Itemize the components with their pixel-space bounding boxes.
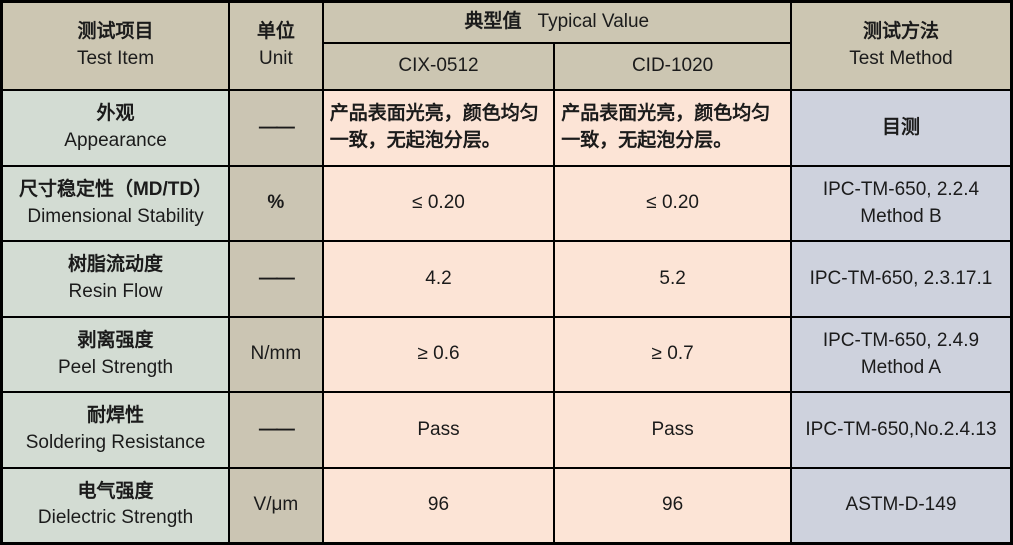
item-name-cn: 剥离强度	[77, 329, 154, 351]
value-cell-cid: 96	[553, 466, 792, 545]
col-header-typical-value: 典型值 Typical Value	[321, 0, 792, 45]
col-header-test-item-en: Test Item	[76, 48, 155, 70]
value-cell-cix: 产品表面光亮，颜色均匀一致，无起泡分层。	[321, 89, 556, 167]
item-name-en: Peel Strength	[57, 356, 174, 378]
test-item-cell: 剥离强度 Peel Strength	[0, 315, 231, 394]
item-name-en: Resin Flow	[68, 281, 163, 303]
test-item-cell: 外观 Appearance	[0, 89, 231, 167]
value-cell-cix: 4.2	[321, 240, 556, 318]
unit-value: ——	[258, 418, 295, 440]
unit-cell: ——	[228, 240, 324, 318]
value-cell-cid: ≥ 0.7	[553, 315, 792, 394]
unit-value: ——	[258, 116, 295, 138]
method-cell: IPC-TM-650, 2.2.4 Method B	[789, 164, 1013, 243]
col-header-model-cid: CID-1020	[553, 42, 792, 92]
item-name-en: Appearance	[64, 130, 167, 152]
value-cell-cix: 96	[321, 466, 556, 545]
unit-cell: N/mm	[228, 315, 324, 394]
method-cell: IPC-TM-650,No.2.4.13	[789, 391, 1013, 469]
table-row-dimensional-stability: 尺寸稳定性（MD/TD） Dimensional Stability % ≤ 0…	[0, 164, 1013, 243]
unit-cell: ——	[228, 89, 324, 167]
col-header-test-method-en: Test Method	[849, 48, 953, 70]
test-item-cell: 电气强度 Dielectric Strength	[0, 466, 231, 545]
item-name-en: Dielectric Strength	[37, 507, 194, 529]
col-header-model-cix: CIX-0512	[321, 42, 556, 92]
table-row-appearance: 外观 Appearance —— 产品表面光亮，颜色均匀一致，无起泡分层。 产品…	[0, 89, 1013, 167]
test-item-cell: 尺寸稳定性（MD/TD） Dimensional Stability	[0, 164, 231, 243]
value-cell-cid: 产品表面光亮，颜色均匀一致，无起泡分层。	[553, 89, 792, 167]
method-cell: IPC-TM-650, 2.4.9 Method A	[789, 315, 1013, 394]
unit-cell: V/μm	[228, 466, 324, 545]
item-name-en: Soldering Resistance	[25, 432, 206, 454]
value-cell-cix: ≤ 0.20	[321, 164, 556, 243]
table-row-peel-strength: 剥离强度 Peel Strength N/mm ≥ 0.6 ≥ 0.7 IPC-…	[0, 315, 1013, 394]
item-name-cn: 电气强度	[77, 480, 154, 502]
unit-value: ——	[258, 267, 295, 289]
unit-cell: ——	[228, 391, 324, 469]
col-header-test-item: 测试项目 Test Item	[0, 0, 231, 92]
value-cell-cix: Pass	[321, 391, 556, 469]
table-row-soldering-resistance: 耐焊性 Soldering Resistance —— Pass Pass IP…	[0, 391, 1013, 469]
item-name-cn: 树脂流动度	[68, 254, 164, 276]
value-cell-cix: ≥ 0.6	[321, 315, 556, 394]
unit-cell: %	[228, 164, 324, 243]
col-header-typical-value-en: Typical Value	[537, 11, 650, 33]
col-header-test-method-cn: 测试方法	[862, 21, 939, 43]
method-cell: IPC-TM-650, 2.3.17.1	[789, 240, 1013, 318]
value-cell-cid: Pass	[553, 391, 792, 469]
col-header-unit-cn: 单位	[256, 21, 295, 43]
value-cell-cid: ≤ 0.20	[553, 164, 792, 243]
method-cell: 目测	[789, 89, 1013, 167]
col-header-test-item-cn: 测试项目	[77, 21, 154, 43]
table-row-dielectric-strength: 电气强度 Dielectric Strength V/μm 96 96 ASTM…	[0, 466, 1013, 545]
col-header-unit: 单位 Unit	[228, 0, 324, 92]
value-cell-cid: 5.2	[553, 240, 792, 318]
col-header-unit-en: Unit	[258, 48, 293, 70]
col-header-test-method: 测试方法 Test Method	[789, 0, 1013, 92]
method-cell: ASTM-D-149	[789, 466, 1013, 545]
item-name-cn: 尺寸稳定性（MD/TD）	[18, 178, 213, 200]
header-row-2: CIX-0512 CID-1020	[2, 42, 1012, 92]
col-header-typical-value-cn: 典型值	[464, 11, 522, 33]
item-name-cn: 外观	[96, 103, 135, 125]
item-name-en: Dimensional Stability	[27, 205, 204, 227]
header-row-1: 测试项目 Test Item 单位 Unit 典型值 Typical Value …	[0, 0, 1013, 92]
test-item-cell: 树脂流动度 Resin Flow	[0, 240, 231, 318]
table-row-resin-flow: 树脂流动度 Resin Flow —— 4.2 5.2 IPC-TM-650, …	[0, 240, 1013, 318]
item-name-cn: 耐焊性	[87, 405, 145, 427]
test-item-cell: 耐焊性 Soldering Resistance	[0, 391, 231, 469]
